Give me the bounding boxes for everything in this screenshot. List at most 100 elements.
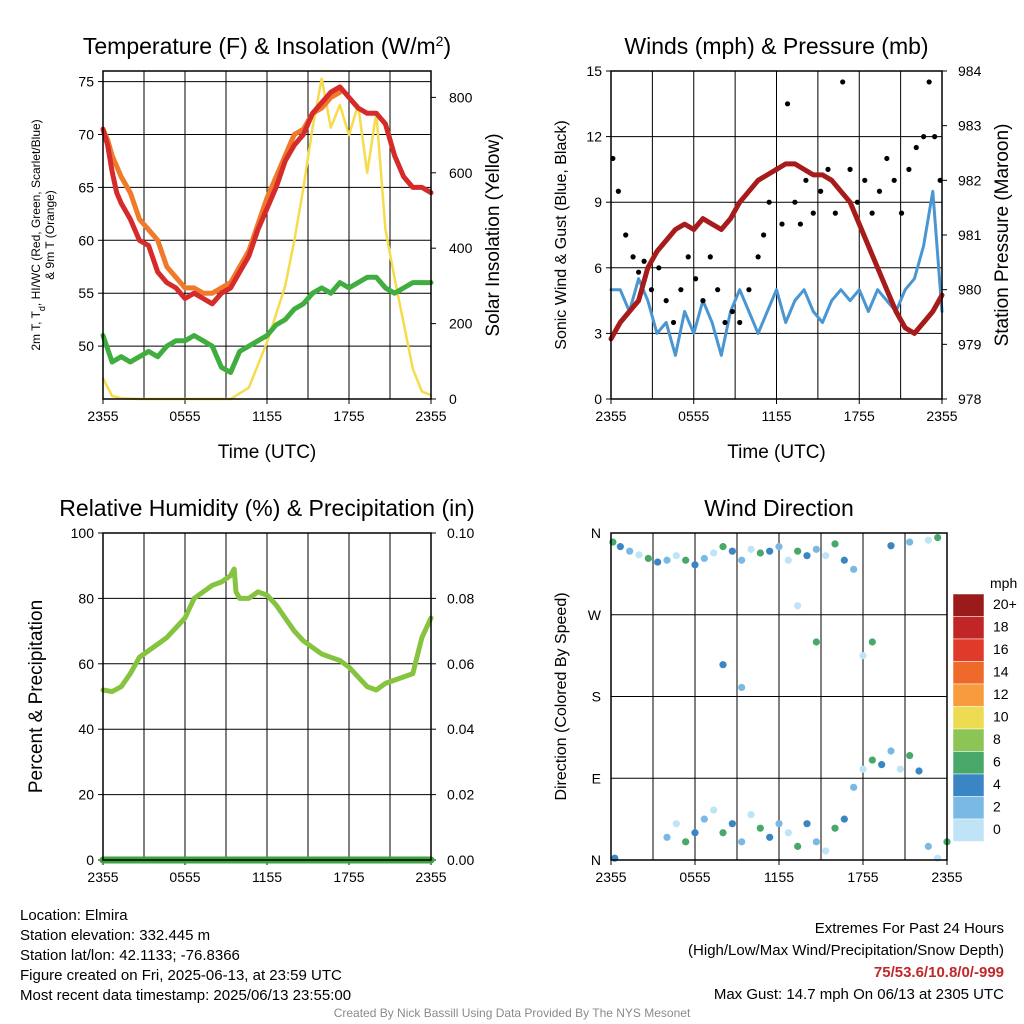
legend-swatch [952,796,985,820]
x-tick-label: 1155 [764,869,794,885]
direction-point [682,556,690,564]
legend-swatch [952,638,985,662]
plot-border [610,70,943,400]
y-tick-label: 70 [78,126,94,142]
gust-point [932,134,938,140]
direction-point [775,543,783,551]
panel-title: Temperature (F) & Insolation (W/m2) [83,33,451,59]
gust-point [818,188,824,194]
y-tick-label: 6 [594,260,602,276]
direction-point [626,547,634,555]
direction-point [924,842,932,850]
direction-point [906,538,914,546]
gust-point [700,298,706,304]
panel-1: 2355 0555 1155 1755 2355 50 55 60 65 70 75 0 200 400 6… [78,70,473,424]
gust-point [840,79,846,85]
direction-point [887,747,895,755]
direction-point [794,602,802,610]
y2-tick-label: 400 [449,240,473,256]
extremes-panel: Extremes For Past 24 Hours (High/Low/Max… [688,918,1004,1006]
x-tick-label: 2355 [415,408,446,424]
direction-point [738,556,746,564]
direction-point [859,652,867,660]
legend-swatch [952,616,985,640]
y-tick-label: N [591,852,601,868]
x-tick-label: 0555 [679,869,710,885]
y2-tick-label: 0.08 [447,590,474,606]
extremes-title: Extremes For Past 24 Hours [814,920,1004,937]
gust-point [884,155,890,162]
direction-point [887,542,895,550]
legend-label: 16 [993,641,1009,657]
max-gust: Max Gust: 14.7 mph On 06/13 at 2305 UTC [713,986,1004,1003]
y2-tick-label: 981 [958,227,982,243]
y2-tick-label: 0.04 [447,721,474,737]
direction-point [850,565,858,573]
y-tick-label: 60 [78,232,94,248]
y-tick-label: 40 [78,721,94,737]
direction-point [766,547,774,555]
direction-point [747,810,755,819]
direction-point [728,547,736,555]
gust-point [656,265,662,271]
panel-3: 2355 0555 1155 1755 23550204060801000.000.02… [71,525,475,885]
legend-swatch [952,818,985,842]
gust-point [729,308,735,315]
gust-point [722,319,728,326]
x-tick-label: 1155 [252,408,282,424]
x-tick-label: 1755 [333,408,364,424]
gust-point [797,221,804,227]
x-tick-label: 2355 [595,408,626,424]
y-tick-label: 12 [586,129,602,145]
y2-tick-label: 984 [958,63,982,79]
direction-point [756,824,764,832]
direction-point [896,765,904,773]
x-tick-label: 2355 [926,408,957,424]
gust-point [692,276,699,282]
gust-point [755,254,761,260]
y2-tick-label: 0.00 [447,852,474,868]
direction-point [924,536,932,544]
y-tick-label: 80 [78,590,94,606]
y-tick-label: 100 [71,525,95,541]
direction-point [654,558,662,566]
series-t9m [100,89,343,296]
y2-axis-label: Station Pressure (Maroon) [992,124,1013,347]
gust-point [761,232,767,238]
direction-point [691,829,699,837]
y2-tick-label: 200 [449,316,473,332]
y-axis-label: Sonic Wind & Gust (Blue, Black) [553,120,570,349]
plot-border [102,532,432,861]
x-axis-label: Time (UTC) [218,442,317,463]
y-tick-label: 0 [594,391,602,407]
direction-point [700,815,708,823]
y2-tick-label: 983 [958,118,982,134]
gust-point [810,210,816,216]
x-tick-label: 1755 [333,869,364,885]
extremes-values: 75/53.6/10.8/0/-999 [873,964,1004,981]
panel-title: Winds (mph) & Pressure (mb) [624,33,928,59]
station-info: Location: Elmira Station elevation: 332.… [20,906,351,1006]
station-elevation: Station elevation: 332.445 m [20,927,211,944]
gust-point [926,79,932,85]
gust-point [779,221,785,227]
speed-legend: mph 20+ 18 16 14 12 10 8 6 4 2 0 [952,575,1017,842]
gust-point [876,188,883,194]
series-sonic-wind [609,189,944,357]
station-latlon: Station lat/lon: 42.1133; -76.8366 [20,947,240,964]
y-tick-label: 50 [78,338,94,354]
direction-point [850,783,858,791]
direction-point [784,829,792,837]
direction-point [868,756,876,764]
direction-point [710,549,718,557]
gust-point [847,166,853,172]
gust-point [766,199,772,205]
y2-tick-label: 0.10 [447,525,474,541]
direction-point [644,554,652,563]
direction-point [906,751,914,760]
gust-point [715,287,721,293]
x-tick-label: 2355 [87,408,118,424]
credit-line: Created By Nick Bassill Using Data Provi… [333,1006,691,1020]
legend-swatch [952,706,985,730]
